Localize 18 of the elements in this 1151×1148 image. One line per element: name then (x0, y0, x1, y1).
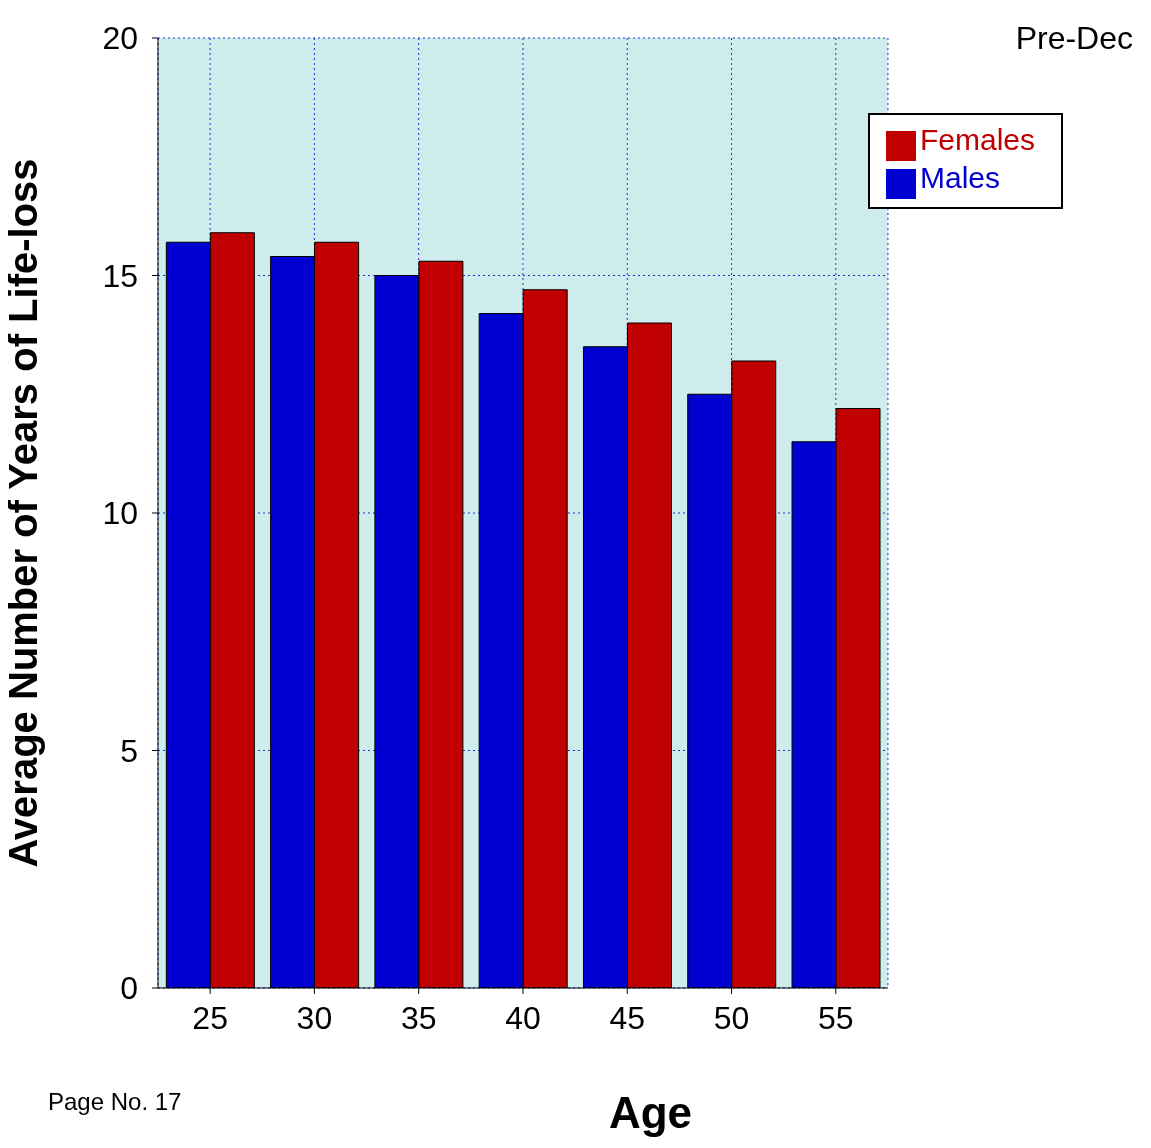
text: Page No. 17 (48, 1088, 182, 1116)
y-tick-label: 10 (102, 495, 138, 532)
legend-label: Males (919, 160, 1000, 194)
x-tick-label: 55 (818, 999, 854, 1036)
y-tick-label: 0 (120, 970, 138, 1007)
x-tick-label: 30 (296, 999, 333, 1036)
text: Pre-Dec (1015, 20, 1133, 57)
x-tick-label: 45 (609, 999, 646, 1036)
y-axis-title: Average Number of Years of Life-loss (1, 158, 46, 868)
y-tick-label: 15 (102, 257, 138, 294)
x-tick-label: 40 (505, 999, 541, 1036)
y-tick-label: 5 (120, 732, 138, 769)
x-tick-label: 25 (192, 999, 228, 1036)
x-axis-title: Age (608, 1088, 693, 1137)
legend-label: Females (919, 123, 1035, 156)
y-tick-label: 20 (102, 20, 138, 57)
x-tick-label: 35 (400, 999, 437, 1036)
x-tick-label: 50 (713, 999, 750, 1036)
